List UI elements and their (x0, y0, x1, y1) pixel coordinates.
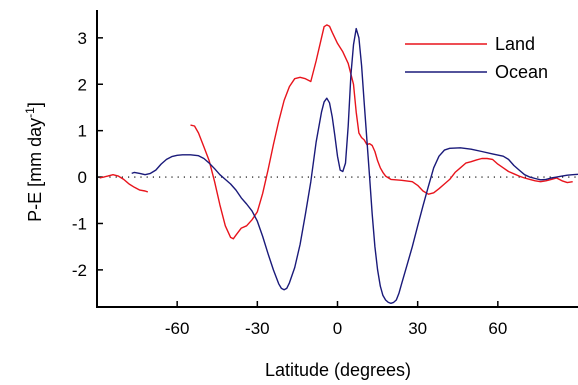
land-series-line (99, 174, 149, 193)
land-series-line (190, 24, 573, 240)
ocean-series-line (131, 27, 578, 304)
legend: Land Ocean (405, 34, 548, 82)
y-axis-title: P-E [mm day-1] (23, 102, 45, 222)
x-axis-title: Latitude (degrees) (265, 360, 411, 380)
series-lines (99, 24, 578, 304)
axes: -2 -1 0 1 2 3 -60 -30 0 30 60 (72, 10, 578, 338)
y-tick-label: -2 (72, 261, 87, 280)
y-axis-title-close: ] (25, 102, 45, 107)
y-tick-label: 2 (78, 75, 87, 94)
legend-ocean-label: Ocean (495, 62, 548, 82)
x-tick-label: -60 (165, 319, 190, 338)
y-tick-label: 0 (78, 168, 87, 187)
x-tick-label: 0 (333, 319, 342, 338)
y-tick-label: 3 (78, 29, 87, 48)
legend-land-label: Land (495, 34, 535, 54)
y-axis-title-base: P-E [mm day (25, 118, 45, 222)
y-axis-title-superscript: -1 (23, 107, 37, 118)
y-tick-label: -1 (72, 214, 87, 233)
y-tick-label: 1 (78, 122, 87, 141)
x-tick-label: 30 (408, 319, 427, 338)
x-tick-label: 60 (488, 319, 507, 338)
x-tick-label: -30 (245, 319, 270, 338)
